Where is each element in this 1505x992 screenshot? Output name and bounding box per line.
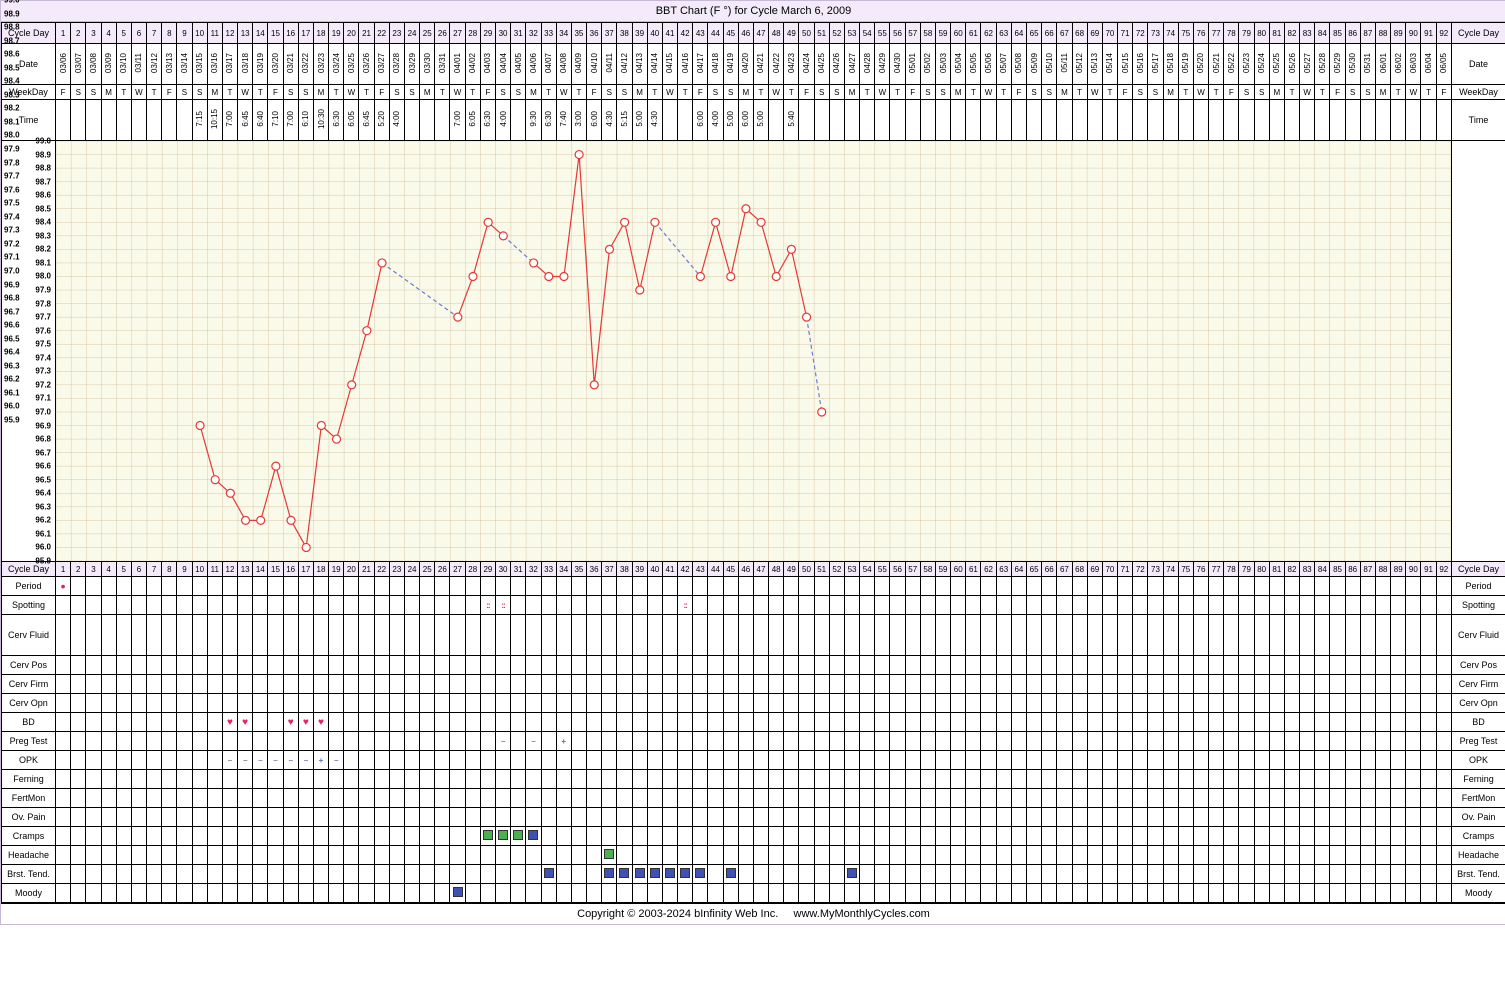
chart-table: Cycle Day1234567891011121314151617181920… [1,22,1505,903]
bbt-chart-container: BBT Chart (F °) for Cycle March 6, 2009 … [0,0,1505,925]
